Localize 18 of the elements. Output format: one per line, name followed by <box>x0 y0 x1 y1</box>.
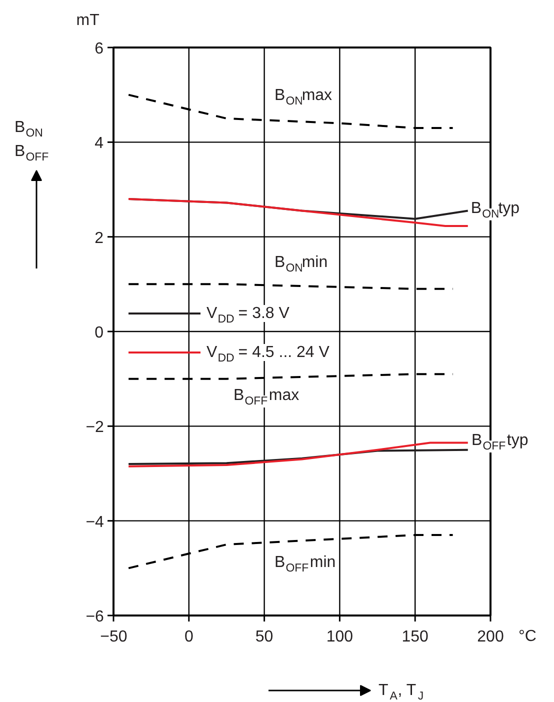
y-tick-label: 0 <box>94 324 104 342</box>
line-series <box>128 198 469 227</box>
y-tick-label: −6 <box>86 608 104 626</box>
y-tick-label: 2 <box>94 230 104 247</box>
y-tick-label: 6 <box>94 40 104 58</box>
x-tick-label: 100 <box>326 628 354 646</box>
text: °C <box>518 628 536 645</box>
y-tick-label: −4 <box>86 514 104 531</box>
line-series <box>128 448 469 466</box>
x-tick-label: 50 <box>255 628 274 646</box>
text: mT <box>76 12 100 29</box>
x-tick-label: −50 <box>100 628 128 646</box>
x-tick-label: 0 <box>184 628 194 646</box>
x-tick-label: 200 <box>477 628 504 646</box>
x-tick-label: 150 <box>402 628 429 646</box>
y-tick-label: 4 <box>94 135 104 152</box>
line-series <box>128 442 469 468</box>
y-tick-label: −2 <box>86 419 104 436</box>
